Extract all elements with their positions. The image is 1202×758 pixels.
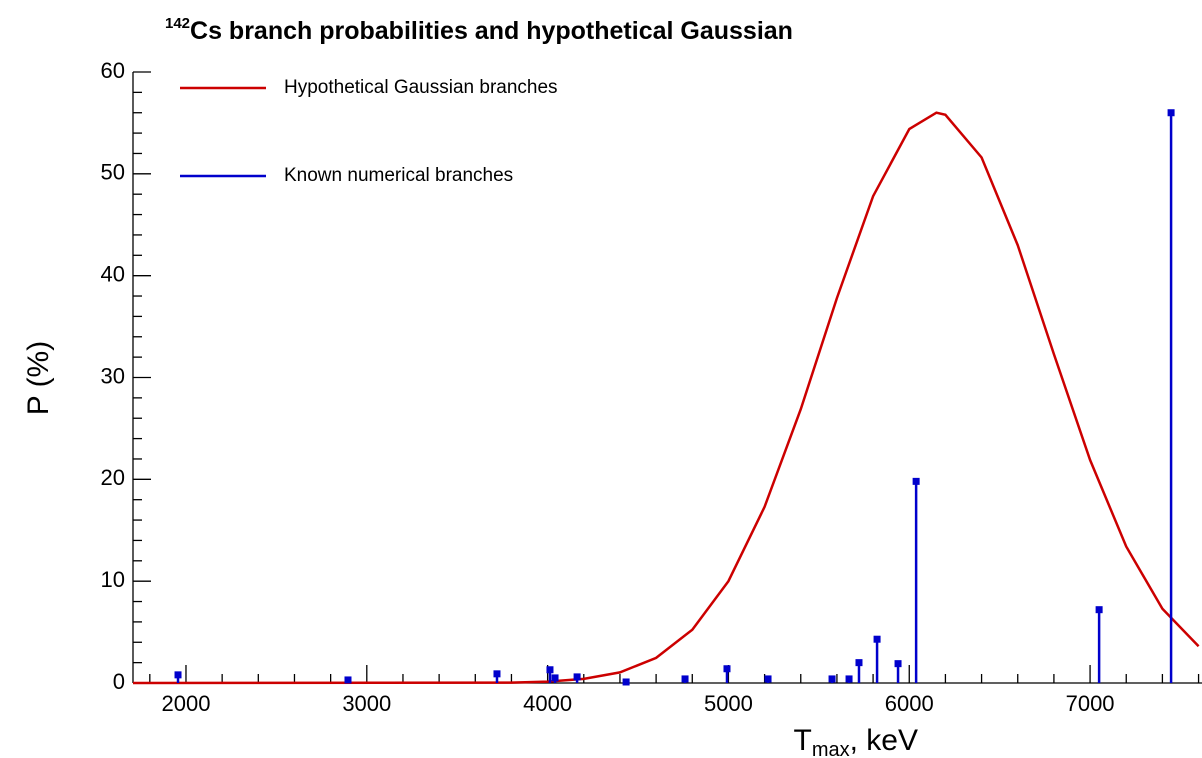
chart-title: 142Cs branch probabilities and hypotheti… [165, 15, 793, 45]
y-tick-label: 40 [101, 261, 125, 286]
stem-marker [894, 660, 902, 668]
stem-marker [855, 659, 863, 667]
y-axis-label: P (%) [22, 341, 55, 415]
stem-marker [828, 675, 836, 683]
x-tick-label: 7000 [1066, 691, 1115, 716]
stem-marker [573, 673, 581, 681]
y-tick-label: 60 [101, 58, 125, 83]
stem-marker [681, 675, 689, 683]
x-label-sub: max [812, 739, 850, 758]
x-tick-label: 5000 [704, 691, 753, 716]
y-tick-label: 30 [101, 363, 125, 388]
legend-label: Known numerical branches [284, 165, 513, 186]
title-text: Cs branch probabilities and hypothetical… [190, 17, 793, 45]
gaussian-line [132, 111, 1200, 685]
legend-label: Hypothetical Gaussian branches [284, 77, 558, 98]
title-superscript: 142 [165, 15, 190, 32]
y-tick-label: 50 [101, 160, 125, 185]
x-label-rest: , keV [850, 724, 918, 757]
stem-marker [546, 666, 554, 674]
x-tick-label: 3000 [342, 691, 391, 716]
stem-marker [174, 671, 182, 679]
stem-marker [845, 675, 853, 683]
stem-marker [1167, 109, 1175, 117]
stem-marker [622, 678, 630, 686]
stem-marker [873, 635, 881, 643]
stem-marker [493, 670, 501, 678]
x-label-main: T [794, 724, 812, 757]
stem-marker [344, 676, 352, 684]
x-tick-label: 2000 [162, 691, 211, 716]
x-tick-label: 4000 [523, 691, 572, 716]
stem-marker [1095, 606, 1103, 614]
x-axis-label: Tmax, keV [794, 724, 919, 758]
stem-marker [551, 674, 559, 682]
x-tick-label: 6000 [885, 691, 934, 716]
y-tick-label: 10 [101, 567, 125, 592]
y-tick-label: 20 [101, 465, 125, 490]
stem-marker [912, 477, 920, 485]
y-tick-label: 0 [113, 669, 125, 694]
stem-marker [764, 675, 772, 683]
stem-marker [723, 665, 731, 673]
